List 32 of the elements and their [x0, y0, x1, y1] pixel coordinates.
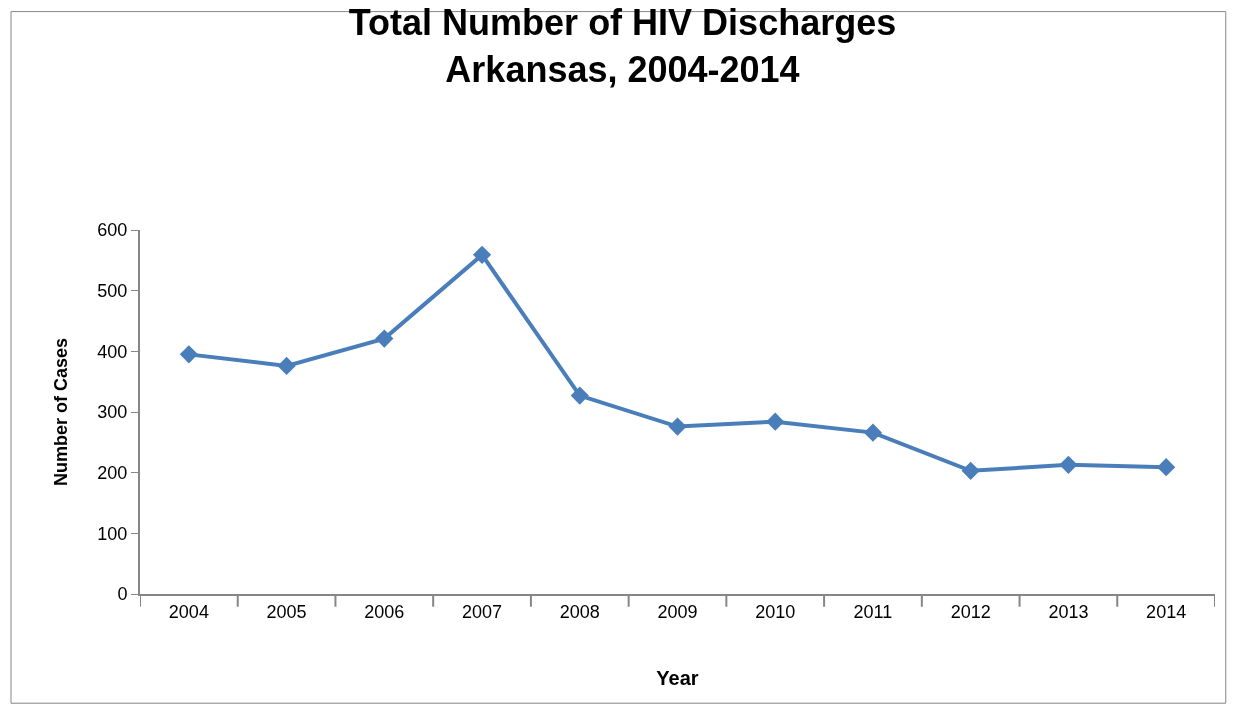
- x-tick-label: 2010: [755, 601, 796, 622]
- point: [179, 345, 198, 364]
- x-tick-label: 2012: [950, 601, 991, 622]
- y-tick-label: 200: [97, 462, 128, 483]
- x-tick-label: 2013: [1048, 601, 1089, 622]
- point: [375, 329, 394, 348]
- point: [1157, 458, 1176, 477]
- y-tick-label: 500: [97, 280, 128, 301]
- y-tick-label: 400: [97, 341, 128, 362]
- y-tick-label: 300: [97, 402, 128, 423]
- x-tick-label: 2006: [364, 601, 405, 622]
- y-tick-label: 100: [97, 523, 128, 544]
- chart-title: Total Number of HIV Discharges Arkansas, 2004-2014: [348, 2, 897, 90]
- x-axis-title: Year: [656, 666, 699, 689]
- point: [766, 412, 785, 431]
- x-tick-label: 2008: [559, 601, 600, 622]
- point: [863, 423, 883, 442]
- point: [668, 417, 687, 436]
- y-tick-label: 0: [117, 584, 128, 605]
- point: [570, 386, 589, 405]
- x-tick-label: 2009: [657, 601, 698, 622]
- x-tick-label: 2005: [266, 601, 307, 622]
- y-tick-label: 600: [97, 220, 128, 241]
- x-tick-label: 2014: [1146, 601, 1187, 622]
- point: [961, 461, 980, 480]
- point: [1059, 455, 1078, 474]
- point: [472, 245, 492, 264]
- point: [277, 356, 296, 375]
- x-tick-label: 2004: [168, 601, 209, 622]
- y-axis-title: Number of Cases: [51, 337, 72, 487]
- x-tick-label: 2007: [462, 601, 503, 622]
- x-tick-label: 2011: [853, 601, 893, 622]
